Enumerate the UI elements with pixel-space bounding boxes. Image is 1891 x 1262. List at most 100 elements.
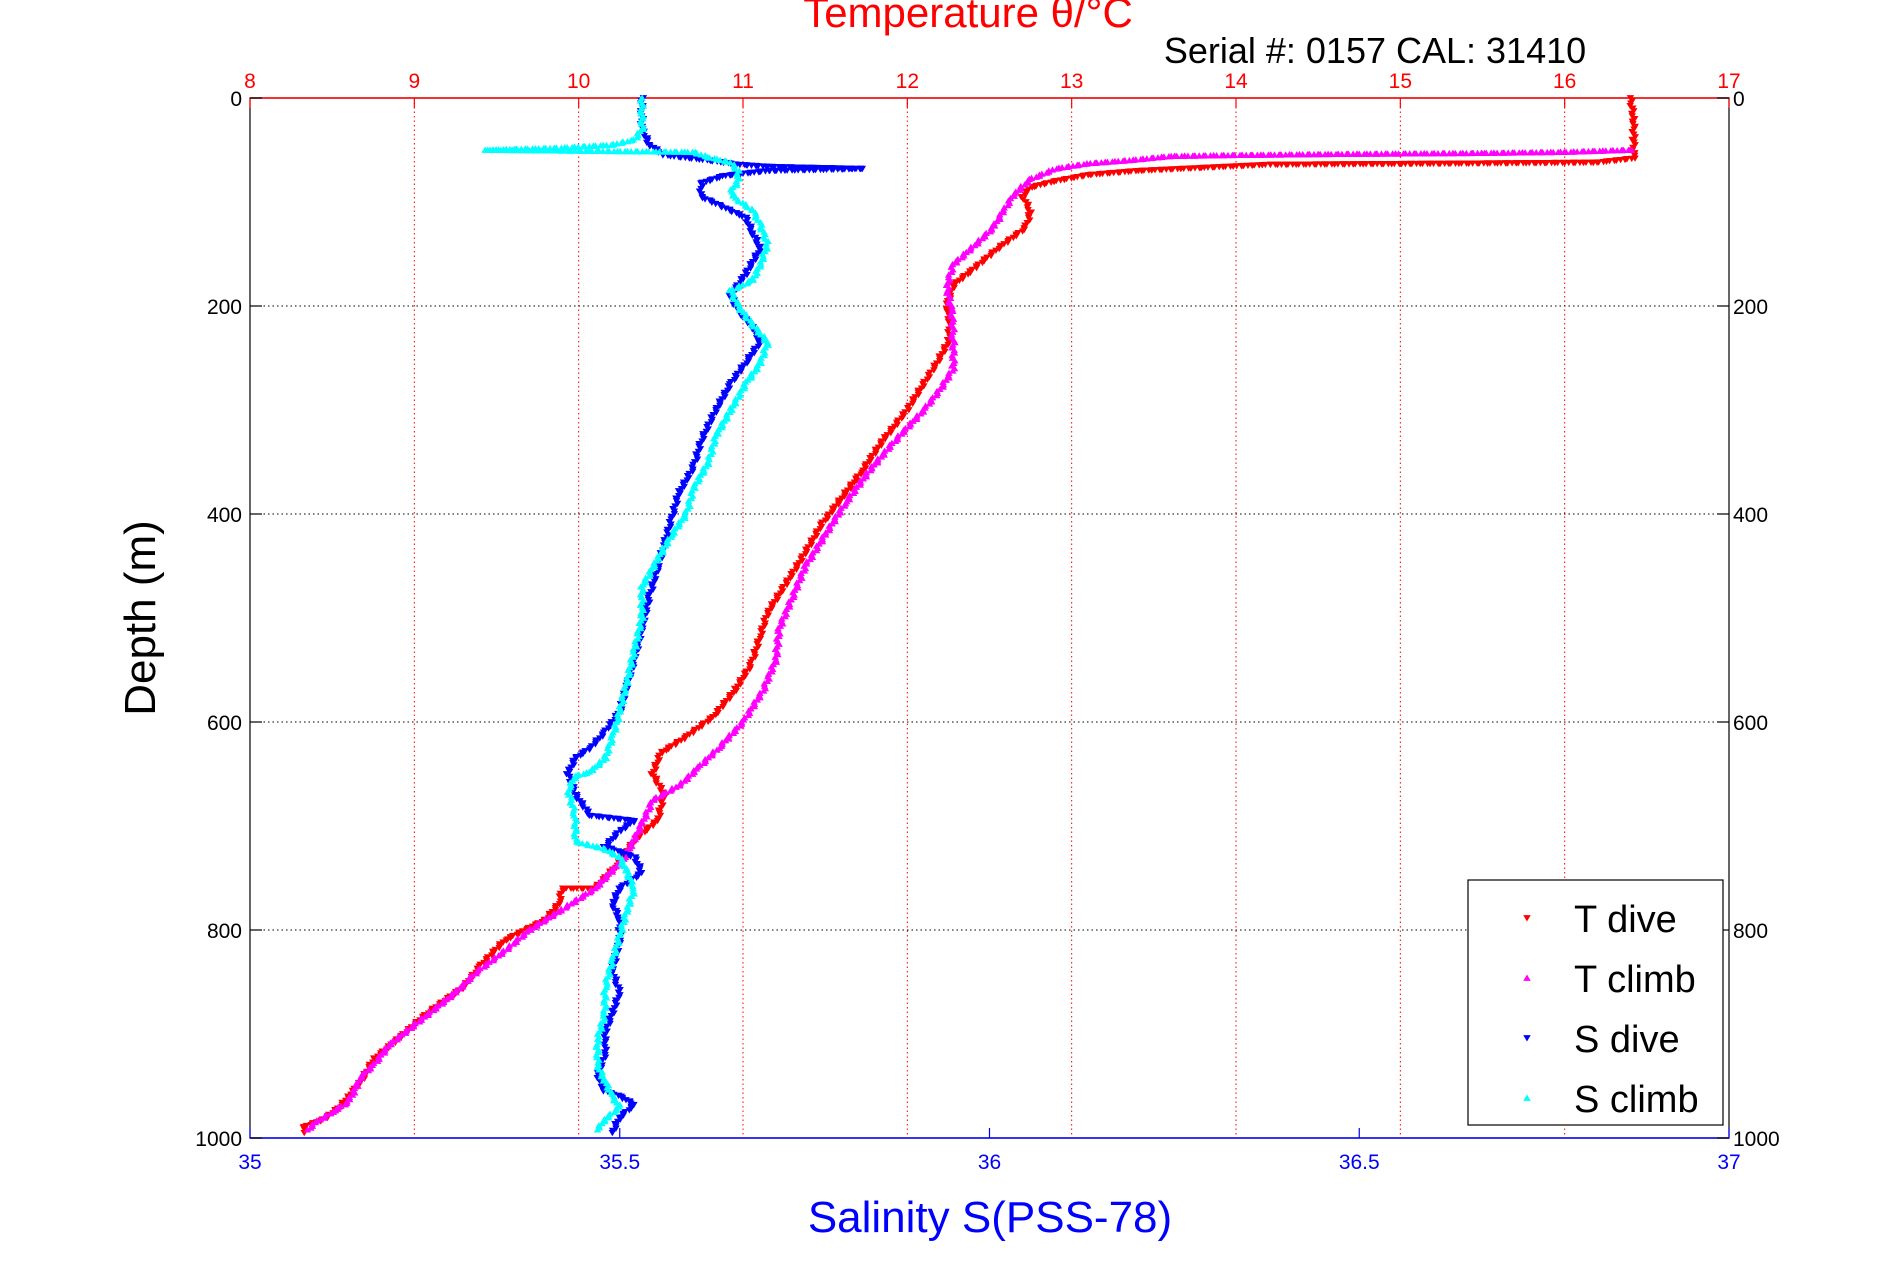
data-point <box>1624 146 1633 153</box>
data-point <box>1610 157 1619 165</box>
data-point <box>520 146 528 154</box>
data-point <box>759 687 768 694</box>
data-point <box>1456 149 1465 157</box>
data-point <box>1021 181 1029 188</box>
data-point <box>733 284 741 291</box>
top-tick-label: 10 <box>567 70 590 93</box>
data-point <box>584 885 592 892</box>
data-point <box>620 918 628 926</box>
data-point <box>595 761 603 769</box>
data-point <box>599 1077 608 1084</box>
data-point <box>584 841 593 849</box>
data-point <box>694 478 703 485</box>
data-point <box>624 873 632 881</box>
data-point <box>1543 148 1552 156</box>
data-point <box>481 146 489 153</box>
data-point <box>1462 160 1471 167</box>
right-tick-label: 1000 <box>1733 1128 1780 1151</box>
data-point <box>459 983 467 990</box>
data-point <box>945 299 953 307</box>
data-point <box>1399 150 1408 157</box>
data-point <box>1438 149 1447 157</box>
data-point <box>612 1099 621 1106</box>
data-point <box>942 376 950 383</box>
data-point <box>1367 161 1375 168</box>
data-point <box>764 341 773 348</box>
data-point <box>1253 151 1262 158</box>
data-point <box>898 430 906 437</box>
data-point <box>594 844 603 851</box>
legend-box <box>1467 879 1724 1126</box>
data-point <box>1137 155 1145 163</box>
data-point <box>1108 158 1117 165</box>
data-point <box>1617 146 1626 154</box>
data-point <box>644 148 653 155</box>
data-point <box>554 908 563 915</box>
data-point <box>634 148 642 155</box>
data-point <box>549 912 557 919</box>
data-point <box>595 1066 603 1073</box>
data-point <box>1412 160 1421 168</box>
data-point <box>429 1006 438 1014</box>
data-point <box>577 147 585 154</box>
data-point <box>1428 150 1436 157</box>
data-point <box>756 226 765 233</box>
data-point <box>316 1115 325 1123</box>
data-point <box>443 995 451 1002</box>
data-point <box>704 753 713 761</box>
data-point <box>816 166 825 174</box>
data-point <box>666 787 675 794</box>
data-point <box>633 134 642 141</box>
right-tick-label: 800 <box>1733 920 1768 943</box>
data-point <box>750 368 759 375</box>
left-tick-label: 0 <box>230 88 242 111</box>
data-point <box>825 526 834 534</box>
data-point <box>917 410 925 417</box>
data-point <box>603 749 612 757</box>
right-tick-label: 400 <box>1733 504 1768 527</box>
data-point <box>455 985 464 992</box>
data-point <box>588 147 596 154</box>
data-point <box>616 816 624 823</box>
data-point <box>1445 149 1453 157</box>
data-point <box>1371 150 1379 157</box>
data-point <box>849 489 858 497</box>
data-point <box>1576 159 1584 167</box>
data-point <box>559 147 568 154</box>
data-point <box>1288 161 1297 168</box>
data-point <box>489 956 498 964</box>
data-point <box>676 782 684 789</box>
data-point <box>307 1124 315 1131</box>
legend-entry-label: S dive <box>1574 1019 1680 1061</box>
data-point <box>799 167 807 174</box>
data-point <box>1125 156 1134 164</box>
data-point <box>354 1082 362 1089</box>
data-point <box>1338 161 1347 168</box>
data-point <box>672 783 680 790</box>
data-point <box>1607 147 1615 154</box>
data-point <box>358 1074 366 1082</box>
data-point <box>303 1126 312 1133</box>
data-point <box>932 391 941 399</box>
data-point <box>610 851 619 858</box>
data-point <box>1067 175 1076 182</box>
data-point <box>1328 161 1336 168</box>
data-point <box>990 222 999 229</box>
legend-entry-label: T climb <box>1574 959 1696 1001</box>
data-point <box>750 702 759 710</box>
data-point <box>1246 151 1255 158</box>
data-point <box>1587 159 1595 167</box>
data-point <box>1004 201 1012 209</box>
data-point <box>1384 161 1393 168</box>
data-point <box>530 923 539 931</box>
data-point <box>1154 154 1162 161</box>
data-point <box>730 295 738 303</box>
data-point <box>587 813 596 820</box>
data-point <box>821 531 830 538</box>
data-point <box>577 885 586 892</box>
data-point <box>636 826 645 834</box>
data-point <box>800 567 809 574</box>
data-point <box>856 481 864 488</box>
